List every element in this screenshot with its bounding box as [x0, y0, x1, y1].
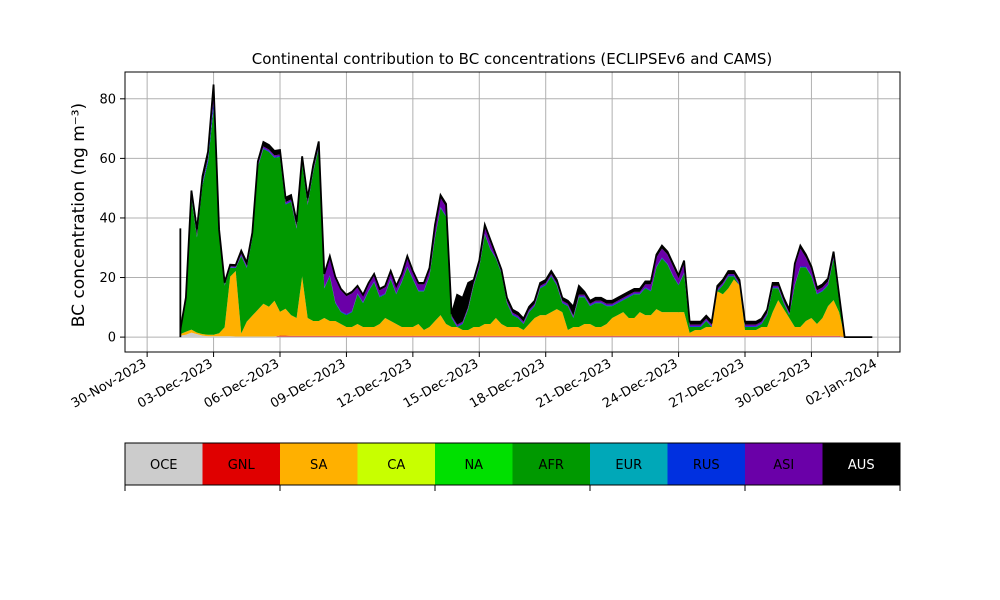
y-tick-label: 20	[99, 271, 116, 286]
legend-label-gnl: GNL	[228, 458, 256, 473]
legend-swatch-gnl	[202, 443, 280, 485]
legend-label-afr: AFR	[539, 458, 564, 473]
plot-area: 02040608030-Nov-202303-Dec-202306-Dec-20…	[69, 71, 901, 412]
area-series-sa	[180, 270, 873, 338]
chart-title: Continental contribution to BC concentra…	[252, 50, 773, 68]
legend-swatch-ca	[357, 443, 435, 485]
legend-label-asi: ASI	[773, 458, 794, 473]
legend-swatch-eur	[590, 443, 668, 485]
legend-swatch-rus	[667, 443, 745, 485]
legend-swatch-afr	[512, 443, 590, 485]
y-axis-label: BC concentration (ng m⁻³)	[69, 103, 89, 327]
y-tick-label: 0	[108, 331, 116, 346]
legend-label-eur: EUR	[615, 458, 642, 473]
legend-swatch-sa	[280, 443, 358, 485]
y-tick-label: 80	[99, 92, 116, 107]
plot-frame	[124, 71, 901, 353]
legend-swatch-asi	[745, 443, 823, 485]
legend-label-oce: OCE	[150, 458, 178, 473]
legend-swatch-oce	[125, 443, 203, 485]
legend-swatch-na	[435, 443, 513, 485]
legend-label-ca: CA	[387, 458, 405, 473]
legend-label-sa: SA	[310, 458, 327, 473]
total-outline	[179, 84, 873, 339]
area-series-afr	[180, 108, 873, 338]
legend-label-aus: AUS	[848, 458, 875, 473]
legend-colorbar: OCE GNL SA CA NA AFR EUR RUS ASI AUS	[124, 442, 901, 491]
area-series-gnl	[180, 332, 873, 338]
x-tick-label: 02-Jan-2024	[803, 356, 880, 409]
legend-label-na: NA	[464, 458, 483, 473]
x-tick-label: 30-Dec-2023	[733, 356, 813, 411]
legend-swatch-aus	[822, 443, 900, 485]
legend-label-rus: RUS	[693, 458, 720, 473]
y-tick-label: 60	[99, 152, 116, 167]
y-tick-label: 40	[99, 211, 116, 226]
area-series-oce	[180, 332, 873, 338]
legend-frame	[124, 442, 901, 486]
